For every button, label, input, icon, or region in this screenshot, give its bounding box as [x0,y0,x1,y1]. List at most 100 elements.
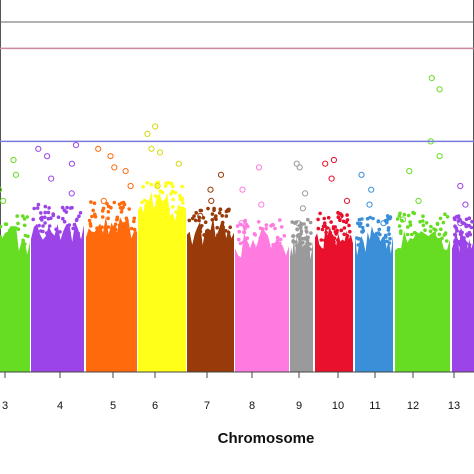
snp-point [13,226,18,230]
snp-point [423,228,427,232]
snp-point [35,206,40,210]
snp-point [236,237,241,242]
snp-point [358,224,362,228]
snp-point [226,230,231,235]
snp-point [308,247,312,251]
snp-point [9,230,14,234]
snp-point [78,211,83,215]
snp-point [316,226,321,231]
top-snp-point [302,190,309,197]
x-tick-label: 13 [448,400,460,412]
top-snp-point [415,197,422,204]
snp-point [467,243,472,247]
snp-point [106,216,110,221]
snp-point [345,213,349,217]
snp-point [16,221,20,226]
snp-point [306,217,310,222]
snp-point [260,227,265,231]
snp-point [399,231,403,235]
snp-point [440,236,444,241]
snp-point [464,224,469,229]
snp-point [235,224,240,228]
snp-point [120,201,124,205]
snp-point [64,210,69,214]
snp-point [273,226,277,231]
snp-point [224,214,229,218]
snp-point [49,216,53,220]
snp-point [277,242,282,247]
snp-point [12,242,16,246]
snp-point [326,215,331,220]
x-axis-title: Chromosome [218,430,315,447]
snp-point [129,226,134,231]
x-tick-label: 11 [369,400,380,412]
snp-point [77,214,81,218]
band-body-9 [290,232,313,372]
top-snp-point [68,160,76,167]
snp-point [412,211,417,216]
x-tick-label: 6 [152,400,158,412]
snp-point [304,225,308,230]
snp-point [458,232,463,236]
snp-point [374,235,379,240]
snp-point [149,182,154,187]
snp-point [44,231,49,235]
snp-point [419,231,424,236]
snp-point [210,218,215,222]
snp-point [336,238,340,242]
top-snp-point [207,186,214,193]
snp-point [180,201,185,205]
snp-point [259,238,263,243]
snp-point [60,205,65,210]
snp-point [347,223,351,228]
snp-point [95,226,99,230]
snp-point [22,217,27,221]
snp-point [171,184,175,189]
snp-point [117,223,122,228]
top-snp-point [100,197,107,204]
snp-point [171,205,175,209]
snp-point [144,204,148,208]
snp-point [342,232,347,237]
snp-point [65,230,69,235]
top-snp-point [154,182,161,190]
chromosome-band-4 [31,142,84,372]
snp-point [376,219,381,223]
snp-point [23,233,28,238]
snp-point [387,241,392,245]
snp-point [43,204,48,209]
top-snp-point [148,145,155,152]
snp-point [261,247,265,251]
top-snp-point [0,197,7,204]
snp-point [464,241,469,246]
snp-point [301,247,306,251]
snp-point [469,225,474,230]
snp-point [145,200,149,204]
snp-point [324,230,328,235]
snp-point [31,217,35,222]
snp-point [328,231,333,235]
snp-point [3,222,8,226]
snp-point [125,218,129,223]
snp-point [76,231,81,236]
top-snp-point [428,75,435,82]
snp-point [43,215,47,220]
snp-point [406,213,411,218]
snp-point [299,226,303,230]
band-body-5 [86,216,137,372]
snp-point [227,235,231,240]
snp-point [90,214,94,219]
snp-point [132,219,136,224]
snp-point [382,243,386,247]
snp-point [205,234,209,238]
top-snp-point [368,186,375,193]
snp-point [332,240,336,244]
snp-point [100,209,105,213]
snp-point [0,235,3,239]
snp-point [91,208,95,213]
snp-point [245,236,250,240]
snp-point [198,208,203,213]
snp-point [357,217,362,222]
top-snp-point [462,201,469,208]
top-snp-point [217,171,225,178]
